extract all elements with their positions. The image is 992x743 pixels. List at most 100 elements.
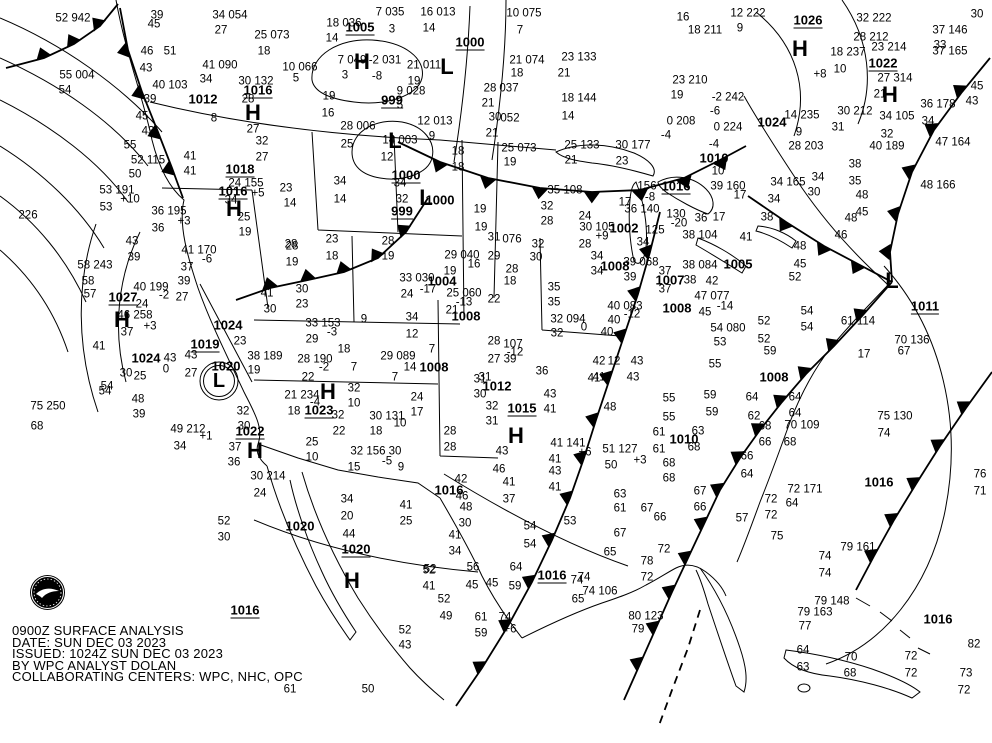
isobar-label: 1016	[864, 474, 894, 490]
isobar-label: 1026	[793, 12, 823, 29]
station-plot: 54	[98, 385, 112, 398]
station-plot: 28	[578, 238, 592, 251]
station-plot: 34	[590, 250, 604, 263]
station-plot: 35 108	[547, 184, 583, 197]
station-plot: 49 212	[170, 423, 206, 436]
isobar-label: 1008	[662, 300, 692, 316]
station-plot: 43	[141, 125, 155, 138]
isobar-label: 1012	[482, 378, 512, 394]
station-plot: 48	[855, 189, 869, 202]
station-plot: 38	[683, 274, 697, 287]
pressure-center-h: H	[792, 36, 808, 61]
station-plot: 35	[848, 175, 862, 188]
station-plot: 9	[795, 126, 803, 139]
analysis-title-block: 0900Z SURFACE ANALYSIS DATE: SUN DEC 03 …	[12, 624, 303, 683]
station-plot: 9	[397, 461, 405, 474]
isobar-label: 1024	[131, 350, 161, 366]
station-plot: 25 073	[254, 29, 290, 42]
station-plot: 5	[396, 99, 404, 112]
pressure-center-h: H	[508, 423, 524, 448]
station-plot: 54 080	[710, 322, 746, 335]
station-plot: 80 123	[628, 610, 664, 623]
station-plot: 48	[603, 401, 617, 414]
station-plot: 55	[708, 358, 722, 371]
station-plot: 52	[422, 564, 436, 577]
station-plot: 59	[705, 406, 719, 419]
noaa-seagull-icon	[31, 576, 64, 609]
station-plot: 21 074	[509, 54, 545, 67]
isobar-label: 1012	[188, 91, 218, 107]
station-plot: 64	[796, 644, 810, 657]
station-plot: 76	[973, 468, 987, 481]
station-plot: 36	[227, 456, 241, 469]
station-plot: 64	[745, 391, 759, 404]
station-plot: 34	[921, 115, 935, 128]
station-plot: +1	[199, 430, 213, 443]
station-plot: 17	[618, 196, 632, 209]
station-plot: 52	[757, 315, 771, 328]
station-plot: 0	[580, 321, 588, 334]
station-plot: 74	[498, 611, 512, 624]
station-plot: 54	[800, 305, 814, 318]
isobar-label: 1020	[341, 541, 371, 558]
station-plot: 39	[150, 9, 164, 22]
station-plot: 23	[325, 233, 339, 246]
station-plot: 66	[758, 436, 772, 449]
station-plot: 63	[613, 488, 627, 501]
station-plot: 40 083	[607, 300, 643, 313]
isobar-label: 1024	[757, 114, 787, 130]
station-plot: 48	[131, 393, 145, 406]
station-plot: 65	[571, 593, 585, 606]
station-plot: 58	[81, 275, 95, 288]
station-plot: 18 036	[326, 17, 362, 30]
station-plot: -3	[326, 326, 338, 339]
station-plot: 19	[407, 75, 421, 88]
station-plot: 23	[295, 298, 309, 311]
station-plot: 35	[547, 281, 561, 294]
station-plot: 18 144	[561, 92, 597, 105]
station-plot: 68	[662, 472, 676, 485]
station-plot: 34	[405, 311, 419, 324]
station-plot: 30	[217, 531, 231, 544]
station-plot: 32	[550, 327, 564, 340]
station-plot: 8	[210, 112, 218, 125]
station-plot: 51 127	[602, 443, 638, 456]
station-plot: 75 130	[877, 410, 913, 423]
station-plot: 15	[347, 461, 361, 474]
station-plot: 45	[793, 258, 807, 271]
station-plot: 72 171	[787, 483, 823, 496]
station-plot: 10	[347, 397, 361, 410]
station-plot: 79 163	[797, 606, 833, 619]
station-plot: 23	[233, 335, 247, 348]
isobar-label: 999	[381, 92, 403, 109]
station-plot: 43	[548, 465, 562, 478]
station-plot: 29 040	[444, 249, 480, 262]
station-plot: 55	[662, 411, 676, 424]
station-plot: 32	[395, 193, 409, 206]
station-plot: 41 170	[181, 244, 217, 257]
station-plot: 37	[228, 441, 242, 454]
station-plot: 34 054	[212, 9, 248, 22]
station-plot: 7 049	[337, 54, 367, 67]
station-plot: 46	[492, 463, 506, 476]
station-plot: 57	[735, 512, 749, 525]
station-plot: 44	[342, 528, 356, 541]
station-plot: 73	[959, 667, 973, 680]
station-plot: 72	[957, 684, 971, 697]
station-plot: 226	[18, 209, 38, 222]
pressure-center-h: H	[882, 82, 898, 107]
station-plot: 30	[388, 445, 402, 458]
station-plot: 56	[466, 561, 480, 574]
pressure-center-l: L	[419, 185, 433, 210]
station-plot: 45	[970, 80, 984, 93]
station-plot: 25	[399, 515, 413, 528]
station-plot: 34	[636, 236, 650, 249]
station-plot: 78	[640, 555, 654, 568]
station-plot: 21	[445, 304, 459, 317]
station-plot: 82	[967, 638, 981, 651]
pressure-center-l: L	[885, 268, 899, 293]
station-plot: 19	[247, 364, 261, 377]
station-plot: 14 003	[382, 134, 418, 147]
station-plot: 59	[474, 627, 488, 640]
station-plot: 52 942	[55, 12, 91, 25]
